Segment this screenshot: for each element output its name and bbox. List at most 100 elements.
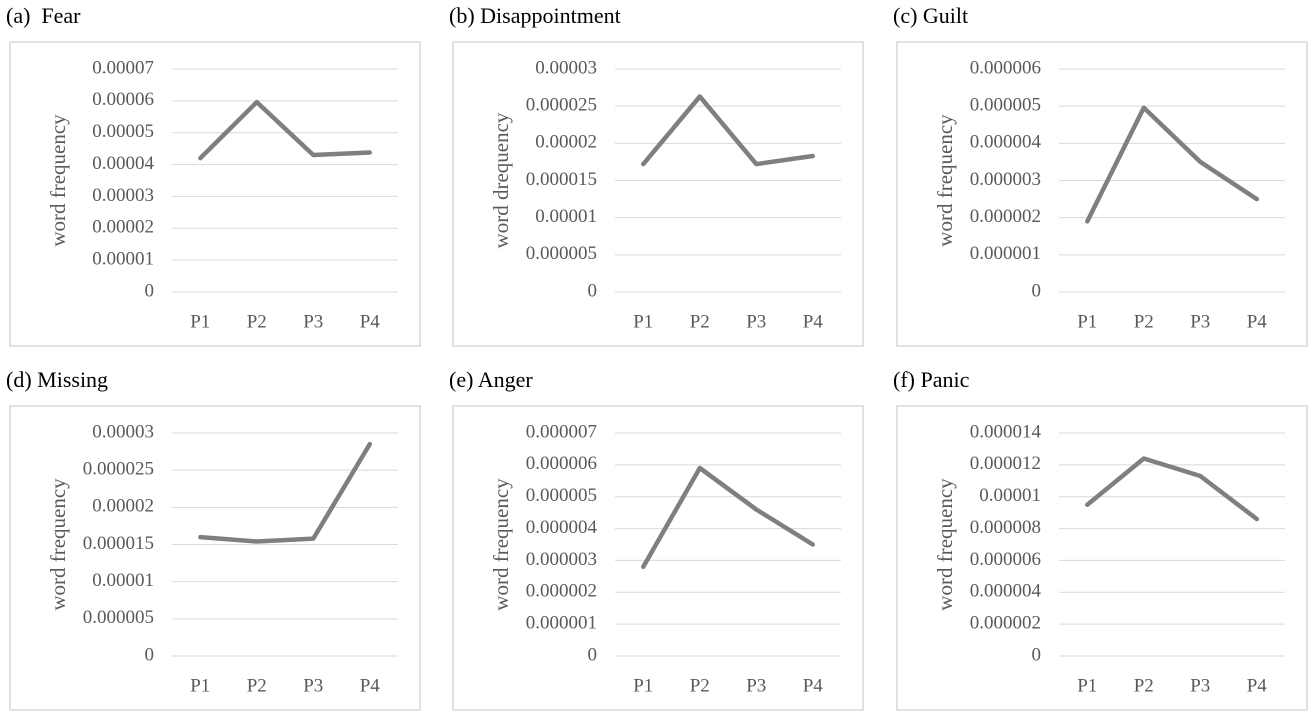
y-axis-label: word frequency bbox=[933, 478, 957, 611]
x-tick-label: P4 bbox=[360, 675, 381, 696]
x-tick-label: P2 bbox=[247, 311, 267, 332]
y-axis-label: word frequency bbox=[489, 478, 513, 611]
x-tick-label: P3 bbox=[1190, 311, 1210, 332]
y-tick-label: 0.000005 bbox=[526, 485, 597, 506]
y-tick-label: 0 bbox=[1032, 644, 1042, 665]
panel: (c) Guilt word frequency 0 0.000001 0.000002… bbox=[893, 3, 1308, 347]
data-line bbox=[198, 441, 373, 544]
y-tick-label: 0.000004 bbox=[526, 517, 598, 538]
x-tick-label: P2 bbox=[1134, 311, 1154, 332]
y-tick-label: 0.000002 bbox=[970, 206, 1041, 227]
y-tick-label: 0.000004 bbox=[970, 581, 1042, 602]
x-tick-label: P4 bbox=[803, 675, 824, 696]
data-line bbox=[641, 94, 816, 167]
y-tick-label: 0.000014 bbox=[970, 421, 1042, 442]
x-tick-label: P4 bbox=[1247, 675, 1268, 696]
panel-frame bbox=[9, 405, 421, 711]
panel-frame bbox=[896, 405, 1308, 711]
y-tick-label: 0 bbox=[1032, 280, 1042, 301]
panel-frame bbox=[452, 41, 864, 347]
y-tick-label: 0.000006 bbox=[970, 57, 1041, 78]
data-line bbox=[1085, 105, 1260, 224]
x-tick-label: P3 bbox=[1190, 675, 1210, 696]
x-tick-label: P1 bbox=[1077, 675, 1097, 696]
x-tick-label: P3 bbox=[303, 675, 323, 696]
y-tick-label: 0.000008 bbox=[970, 517, 1041, 538]
x-tick-label: P1 bbox=[190, 311, 210, 332]
x-tick-label: P2 bbox=[247, 675, 267, 696]
y-axis-label: word frequency bbox=[933, 114, 957, 247]
y-tick-label: 0.000005 bbox=[970, 95, 1041, 116]
panel-title: (d) Missing bbox=[6, 367, 108, 392]
x-tick-label: P1 bbox=[190, 675, 210, 696]
y-tick-label: 0.000025 bbox=[526, 95, 597, 116]
panel: (f) Panic word frequency 0 0.000002 0.000004… bbox=[893, 367, 1308, 711]
y-tick-label: 0.000005 bbox=[526, 243, 597, 264]
data-line bbox=[641, 465, 816, 570]
x-tick-label: P2 bbox=[690, 675, 710, 696]
x-tick-label: P4 bbox=[360, 311, 381, 332]
y-tick-label: 0.000002 bbox=[526, 581, 597, 602]
y-tick-label: 0.000001 bbox=[970, 243, 1041, 264]
y-tick-label: 0.00002 bbox=[92, 217, 154, 238]
panel-frame bbox=[9, 41, 421, 347]
y-tick-label: 0.000025 bbox=[83, 459, 154, 480]
panel-title: (a) Fear bbox=[6, 3, 81, 28]
y-tick-label: 0 bbox=[588, 280, 598, 301]
y-tick-label: 0.000006 bbox=[970, 549, 1041, 570]
y-tick-label: 0.00001 bbox=[92, 570, 154, 591]
y-tick-label: 0.000005 bbox=[83, 607, 154, 628]
panel: (d) Missing word frequency 0 0.000005 0.0000… bbox=[6, 367, 421, 711]
x-tick-label: P1 bbox=[1077, 311, 1097, 332]
panel: (b) Disappointment word drequency 0 0.00000… bbox=[449, 3, 864, 347]
y-tick-label: 0.000015 bbox=[83, 533, 154, 554]
y-tick-label: 0.000001 bbox=[526, 613, 597, 634]
x-tick-label: P2 bbox=[690, 311, 710, 332]
y-tick-label: 0.000003 bbox=[970, 169, 1041, 190]
y-tick-label: 0.000006 bbox=[526, 453, 597, 474]
x-tick-label: P3 bbox=[746, 311, 766, 332]
y-tick-label: 0.00003 bbox=[92, 421, 154, 442]
panel-frame bbox=[452, 405, 864, 711]
y-tick-label: 0.000012 bbox=[970, 453, 1041, 474]
y-tick-label: 0.00001 bbox=[92, 249, 154, 270]
y-tick-label: 0 bbox=[588, 644, 598, 665]
y-axis-label: word frequency bbox=[46, 114, 70, 247]
panel: (e) Anger word frequency 0 0.000001 0.000002… bbox=[449, 367, 864, 711]
panel-title: (e) Anger bbox=[449, 367, 533, 392]
x-tick-label: P1 bbox=[633, 311, 653, 332]
y-tick-label: 0.000004 bbox=[970, 132, 1042, 153]
x-tick-label: P4 bbox=[1247, 311, 1268, 332]
y-tick-label: 0.00007 bbox=[92, 57, 154, 78]
panel-title: (b) Disappointment bbox=[449, 3, 621, 28]
y-tick-label: 0.00001 bbox=[535, 206, 597, 227]
y-tick-label: 0.00001 bbox=[979, 485, 1041, 506]
panel-title: (f) Panic bbox=[893, 367, 970, 392]
panel-title: (c) Guilt bbox=[893, 3, 968, 28]
y-tick-label: 0.00003 bbox=[535, 57, 597, 78]
y-tick-label: 0.000003 bbox=[526, 549, 597, 570]
data-line bbox=[198, 99, 373, 161]
data-line bbox=[1085, 456, 1260, 522]
y-tick-label: 0.000015 bbox=[526, 169, 597, 190]
x-tick-label: P2 bbox=[1134, 675, 1154, 696]
y-tick-label: 0.00004 bbox=[92, 153, 154, 174]
y-tick-label: 0.00003 bbox=[92, 185, 154, 206]
y-tick-label: 0.00005 bbox=[92, 121, 154, 142]
x-tick-label: P4 bbox=[803, 311, 824, 332]
panel-frame bbox=[896, 41, 1308, 347]
panel: (a) Fear word frequency 0 0.00001 0.00002 0.0… bbox=[6, 3, 421, 347]
y-tick-label: 0.000002 bbox=[970, 613, 1041, 634]
y-tick-label: 0 bbox=[145, 644, 155, 665]
y-axis-label: word drequency bbox=[489, 112, 513, 248]
y-tick-label: 0.00006 bbox=[92, 89, 154, 110]
x-tick-label: P3 bbox=[746, 675, 766, 696]
x-tick-label: P1 bbox=[633, 675, 653, 696]
x-tick-label: P3 bbox=[303, 311, 323, 332]
y-tick-label: 0.00002 bbox=[535, 132, 597, 153]
y-axis-label: word frequency bbox=[46, 478, 70, 611]
y-tick-label: 0.00002 bbox=[92, 496, 154, 517]
y-tick-label: 0.000007 bbox=[526, 421, 597, 442]
